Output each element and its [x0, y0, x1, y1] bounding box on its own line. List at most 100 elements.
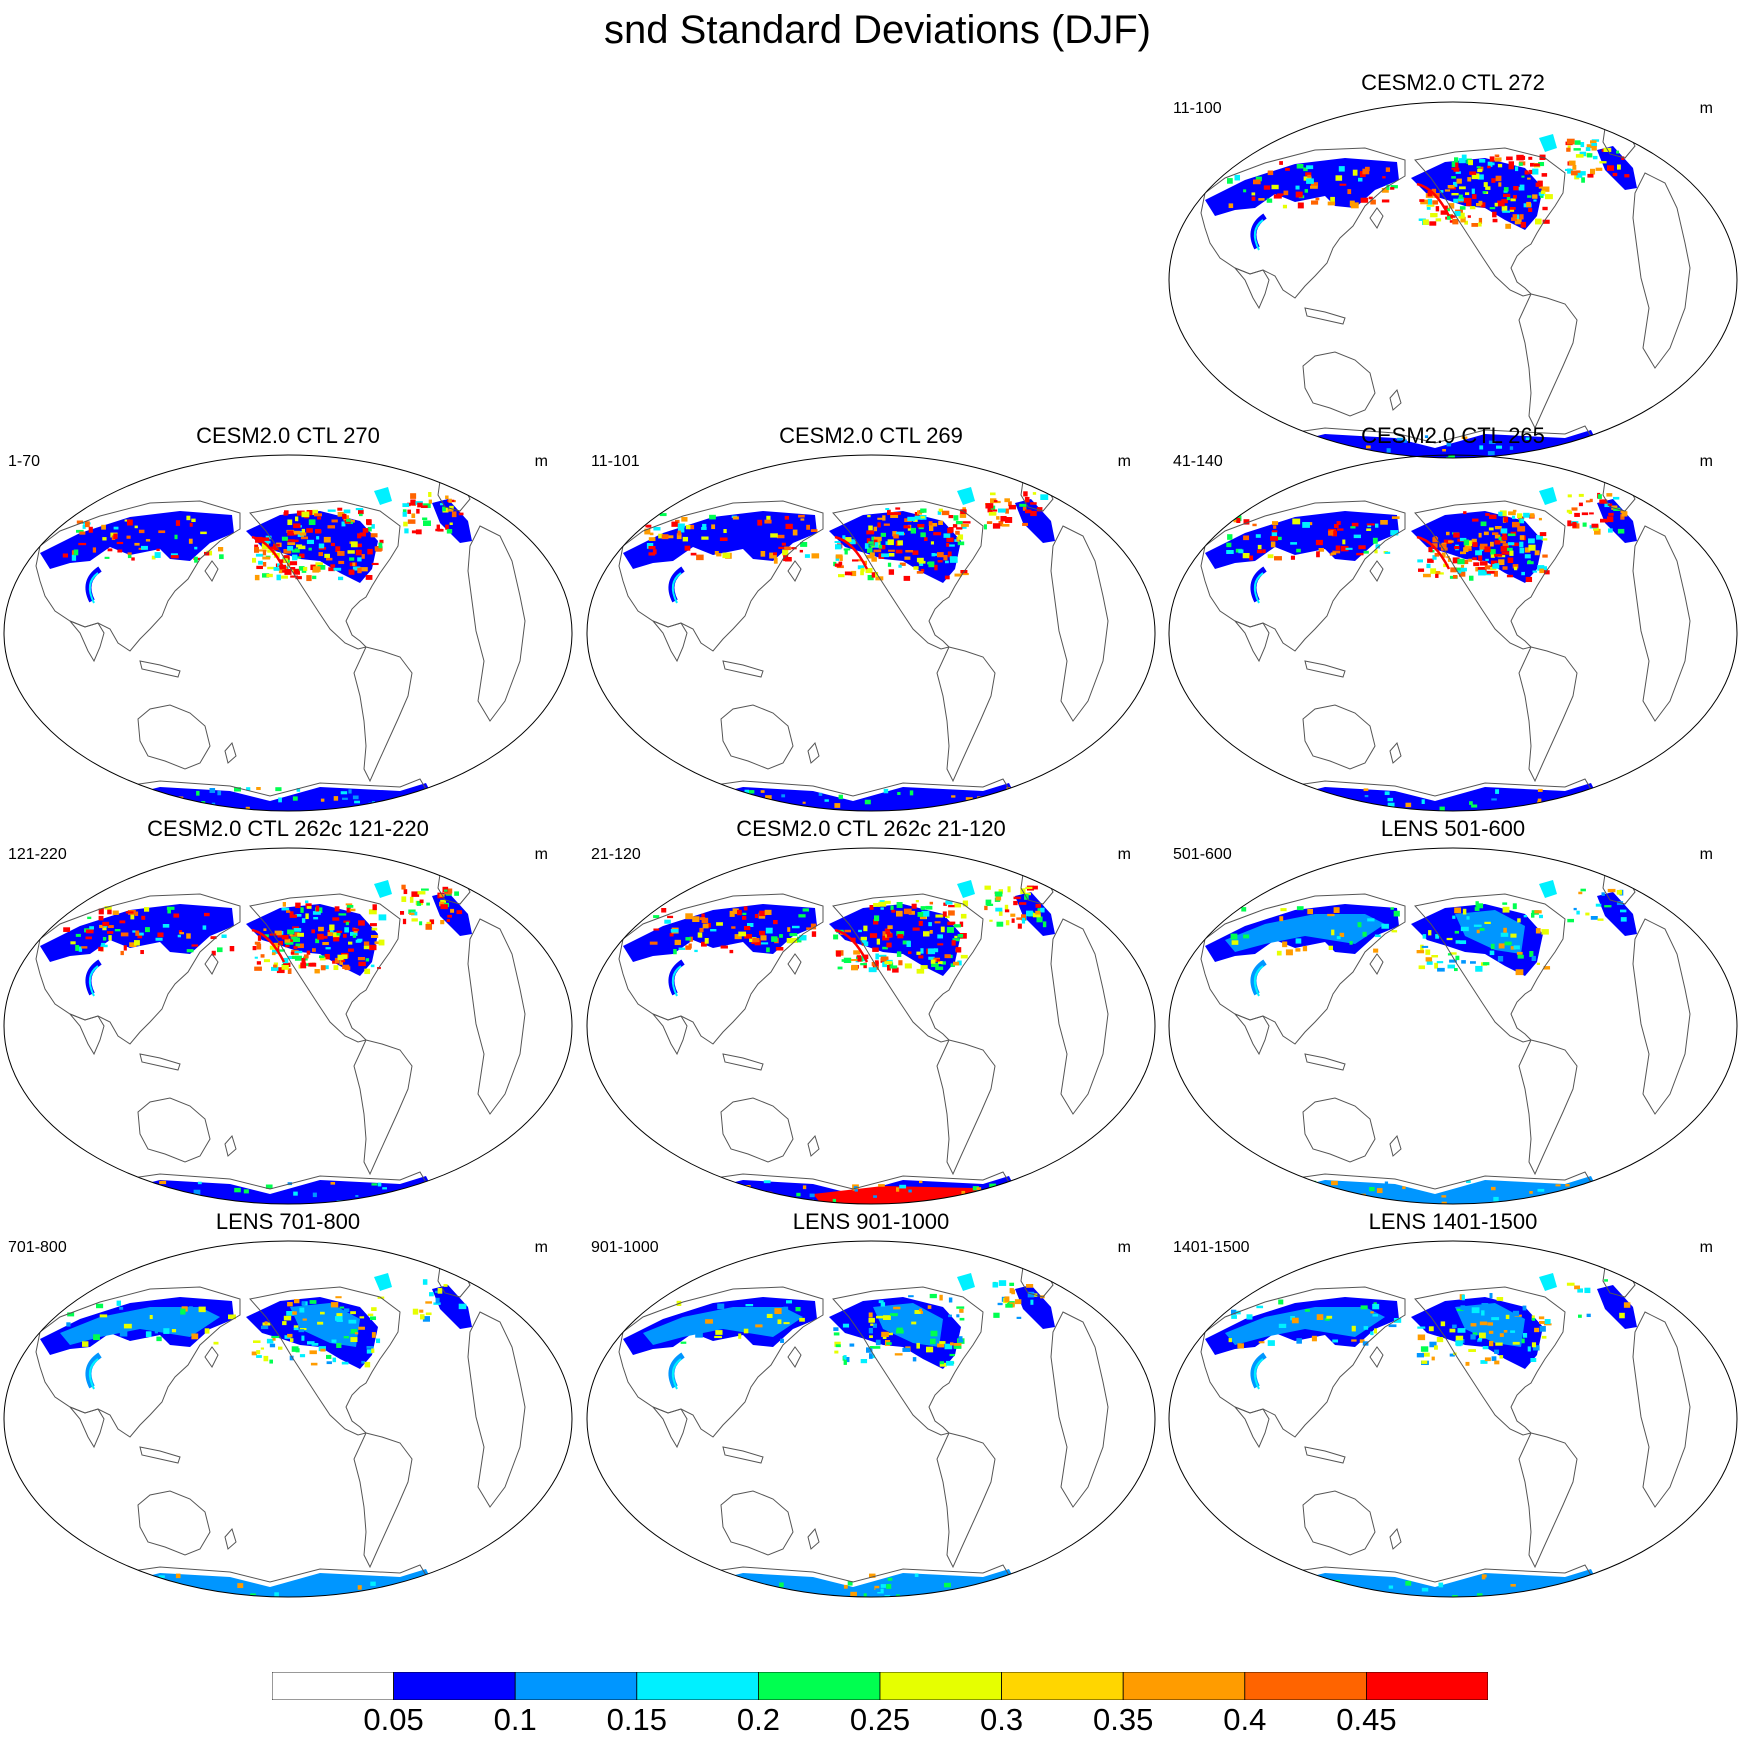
nz-outline [224, 1527, 237, 1550]
nz-outline [1389, 1527, 1402, 1550]
south-america-outline [353, 1432, 413, 1569]
nz-outline [1389, 1134, 1402, 1157]
nz-outline [224, 1134, 237, 1157]
antarctica-outline [88, 778, 431, 811]
panel-year-range: 41-140 [1173, 453, 1223, 470]
colorbar-tick-label: 0.4 [1223, 1702, 1267, 1737]
australia-outline [1302, 351, 1376, 417]
australia-outline [1302, 1097, 1376, 1163]
panel-unit: m [1117, 1239, 1131, 1256]
colorbar-tick-label: 0.45 [1336, 1702, 1397, 1737]
world-map [3, 847, 573, 1205]
europe-africa-edge [1050, 918, 1109, 1115]
asia-outline [35, 893, 241, 1045]
india-outline [69, 620, 105, 663]
snow-field-layer [40, 1273, 472, 1390]
antarctica-outline [1253, 425, 1596, 458]
europe-africa-edge [1050, 1311, 1109, 1508]
indonesia-outline [1304, 660, 1346, 678]
panel-unit: m [1117, 846, 1131, 863]
colorbar-tick-label: 0.15 [606, 1702, 667, 1737]
antarctica-outline [671, 1171, 1014, 1204]
snow-field-layer [1205, 487, 1637, 604]
world-map [3, 1240, 573, 1598]
colorbar-swatch [757, 1672, 881, 1700]
india-outline [652, 620, 688, 663]
panel-year-range: 11-101 [591, 453, 640, 470]
panel-title: CESM2.0 CTL 272 [1361, 70, 1545, 95]
colorbar-swatch [393, 1672, 516, 1700]
snow-field-layer [40, 880, 472, 997]
north-america-outline [249, 500, 401, 650]
asia-outline [618, 500, 824, 652]
map-panel: LENS 701-800 701-800 m [0, 1209, 576, 1604]
nz-outline [224, 741, 237, 764]
panel-unit: m [1699, 453, 1713, 470]
map-panel: LENS 901-1000 901-1000 m [583, 1209, 1159, 1604]
japan-outline [787, 560, 802, 582]
map-boundary [586, 847, 1156, 1205]
coastlines [1200, 480, 1691, 811]
map-panel: CESM2.0 CTL 262c 21-120 21-120 m [583, 816, 1159, 1211]
europe-africa-edge [1632, 525, 1691, 722]
world-map [3, 454, 573, 812]
antarctica-outline [1253, 778, 1596, 811]
europe-africa-edge [467, 525, 526, 722]
north-america-outline [832, 500, 984, 650]
colorbar-tick-label: 0.2 [736, 1702, 780, 1737]
australia-outline [1302, 704, 1376, 770]
japan-outline [1369, 953, 1384, 975]
colorbar-tick-label: 0.05 [363, 1702, 424, 1737]
panel-title: CESM2.0 CTL 269 [779, 423, 963, 448]
map-boundary [1168, 1240, 1738, 1598]
panel-year-range: 701-800 [8, 1239, 67, 1256]
map-boundary [3, 454, 573, 812]
asia-outline [35, 1286, 241, 1438]
north-america-outline [832, 893, 984, 1043]
colorbar-labels: 0.05 0.1 0.15 0.2 0.25 0.3 0.35 0.4 0.45 [272, 1703, 1488, 1737]
panel-unit: m [534, 846, 548, 863]
world-map [1168, 454, 1738, 812]
panel-title: LENS 701-800 [215, 1209, 361, 1234]
colorbar-swatch [1122, 1672, 1246, 1700]
asia-outline [35, 500, 241, 652]
india-outline [1234, 267, 1270, 310]
north-america-outline [249, 1286, 401, 1436]
nz-outline [807, 1527, 820, 1550]
europe-africa-edge [467, 918, 526, 1115]
panel-year-range: 1401-1500 [1173, 1239, 1250, 1256]
map-panel: CESM2.0 CTL 269 11-101 m [583, 423, 1159, 818]
colorbar-swatch [1366, 1672, 1488, 1700]
map-boundary [3, 1240, 573, 1598]
panel-title: CESM2.0 CTL 270 [196, 423, 380, 448]
asia-outline [1200, 1286, 1406, 1438]
australia-outline [137, 1490, 211, 1556]
map-boundary [586, 1240, 1156, 1598]
antarctica-outline [671, 778, 1014, 811]
colorbar-tick-label: 0.35 [1093, 1702, 1154, 1737]
coastlines [35, 1266, 526, 1597]
asia-outline [618, 893, 824, 1045]
nz-outline [1389, 741, 1402, 764]
snow-field-layer [623, 487, 1055, 604]
south-america-outline [353, 646, 413, 783]
map-boundary [1168, 847, 1738, 1205]
north-america-outline [1414, 1286, 1566, 1436]
map-panel: CESM2.0 CTL 265 41-140 m [1165, 423, 1741, 818]
panel-year-range: 11-100 [1173, 100, 1222, 117]
antarctica-outline [1253, 1171, 1596, 1204]
colorbar-swatch [514, 1672, 638, 1700]
map-boundary [586, 454, 1156, 812]
coastlines [618, 1266, 1109, 1597]
australia-outline [137, 704, 211, 770]
map-panel: LENS 1401-1500 1401-1500 m [1165, 1209, 1741, 1604]
indonesia-outline [139, 1053, 181, 1071]
world-map [586, 454, 1156, 812]
snow-field-layer [1205, 880, 1637, 997]
asia-outline [1200, 147, 1406, 299]
asia-outline [618, 1286, 824, 1438]
colorbar-swatch [636, 1672, 759, 1700]
map-boundary [1168, 454, 1738, 812]
world-map [1168, 101, 1738, 459]
panel-unit: m [1117, 453, 1131, 470]
